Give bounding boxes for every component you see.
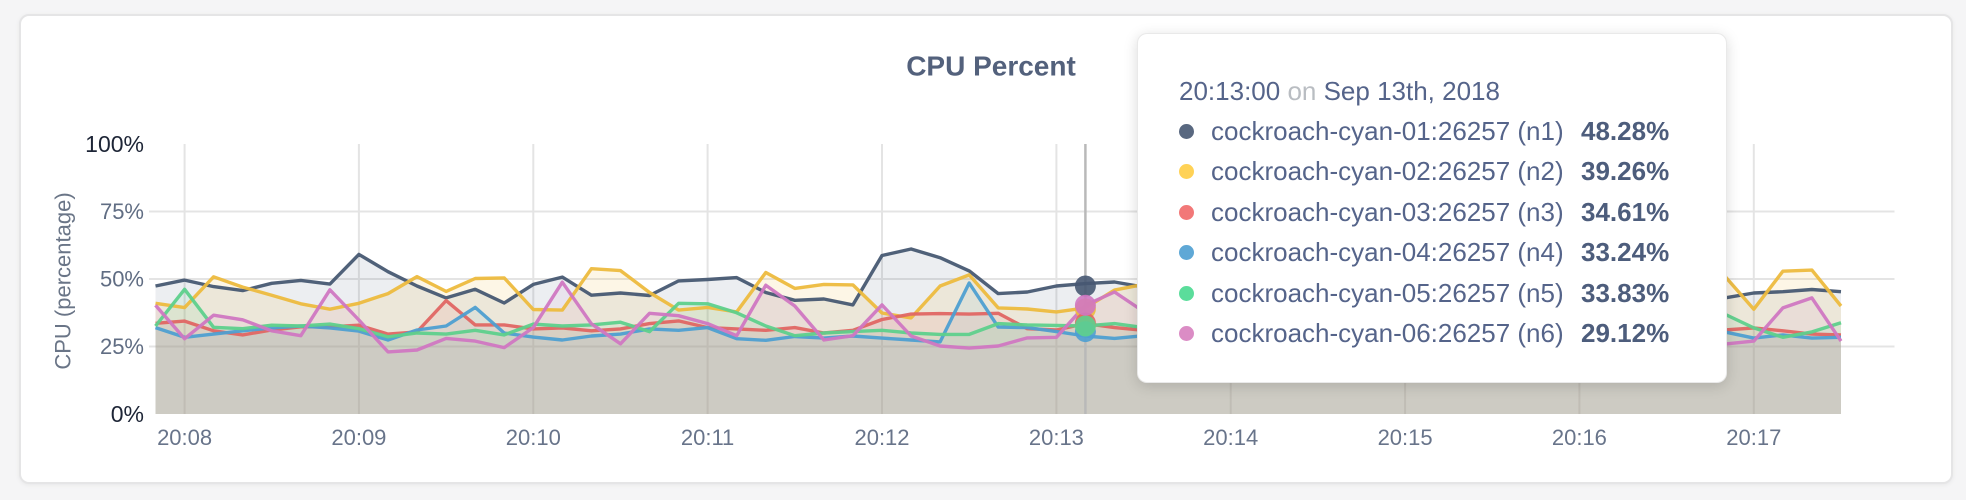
svg-text:20:10: 20:10 <box>506 425 561 450</box>
svg-text:100%: 100% <box>85 131 144 157</box>
svg-text:20:11: 20:11 <box>681 425 734 450</box>
svg-text:20:09: 20:09 <box>331 425 386 450</box>
svg-text:20:14: 20:14 <box>1203 425 1258 450</box>
svg-text:75%: 75% <box>100 199 144 224</box>
svg-text:20:16: 20:16 <box>1552 425 1607 450</box>
svg-text:20:08: 20:08 <box>157 425 212 450</box>
svg-text:25%: 25% <box>100 334 144 359</box>
svg-text:20:13: 20:13 <box>1029 425 1084 450</box>
svg-text:20:15: 20:15 <box>1378 425 1433 450</box>
svg-text:CPU (percentage): CPU (percentage) <box>51 192 76 369</box>
svg-text:20:17: 20:17 <box>1726 425 1781 450</box>
svg-text:CPU Percent: CPU Percent <box>906 51 1076 82</box>
svg-text:50%: 50% <box>100 267 144 292</box>
svg-text:0%: 0% <box>111 401 144 427</box>
svg-text:20:12: 20:12 <box>854 425 909 450</box>
